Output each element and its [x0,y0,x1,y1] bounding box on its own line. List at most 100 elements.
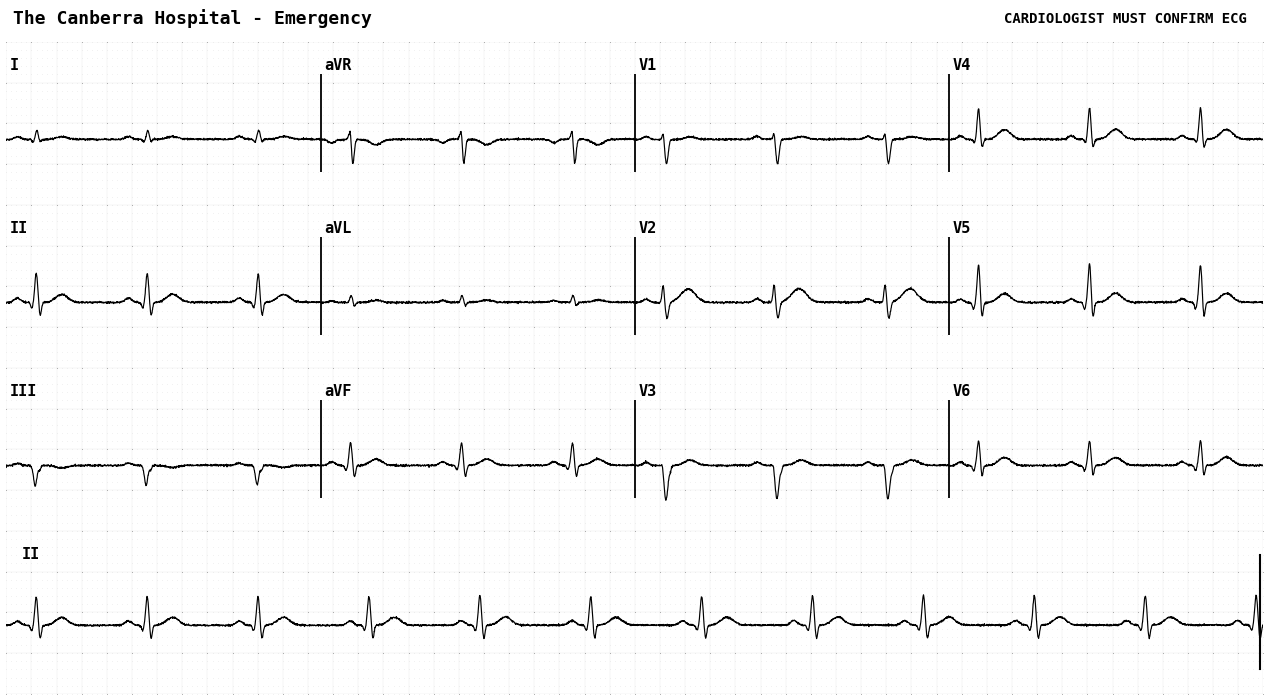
Point [187,362,208,373]
Point [298,647,318,658]
Point [1243,45,1263,56]
Point [287,574,308,585]
Point [544,322,565,333]
Point [886,656,906,667]
Point [665,256,685,267]
Point [625,102,646,113]
Point [233,419,253,430]
Point [203,419,223,430]
Point [47,476,67,487]
Point [730,232,751,243]
Point [639,232,660,243]
Point [810,640,830,651]
Point [267,525,287,537]
Point [363,306,384,317]
Point [1118,85,1138,96]
Point [665,436,685,447]
Point [343,615,363,626]
Point [881,273,901,284]
Point [399,256,419,267]
Point [1153,566,1174,577]
Point [111,93,132,104]
Point [917,403,937,414]
Point [927,289,947,300]
Point [1123,313,1143,324]
Point [32,615,52,626]
Point [605,411,625,422]
Point [313,395,333,406]
Point [333,403,353,414]
Point [414,199,434,210]
Point [861,566,881,577]
Point [901,550,922,561]
Point [16,150,37,161]
Point [363,436,384,447]
Point [292,61,313,72]
Point [1248,45,1266,56]
Point [494,615,514,626]
Point [328,452,348,463]
Point [539,77,560,88]
Point [11,142,32,153]
Point [1057,85,1077,96]
Point [157,419,177,430]
Point [805,45,825,56]
Point [0,379,16,390]
Point [91,159,111,170]
Point [1143,387,1163,398]
Point [861,640,881,651]
Point [62,322,82,333]
Point [1188,427,1208,438]
Point [1006,525,1027,537]
Point [891,85,912,96]
Point [1027,118,1047,129]
Point [1072,566,1093,577]
Point [786,656,806,667]
Point [167,109,187,120]
Point [27,223,47,235]
Point [248,583,268,594]
Point [927,297,947,308]
Point [389,159,409,170]
Point [514,109,534,120]
Point [977,370,998,381]
Point [47,69,67,80]
Point [962,69,982,80]
Point [177,159,197,170]
Point [575,362,595,373]
Point [665,476,685,487]
Point [1082,159,1103,170]
Point [886,232,906,243]
Point [957,191,977,203]
Point [1062,36,1082,47]
Point [665,346,685,357]
Point [363,533,384,544]
Point [810,379,830,390]
Point [213,166,233,177]
Point [1077,362,1098,373]
Point [620,85,641,96]
Point [1067,77,1087,88]
Point [62,118,82,129]
Point [1,379,22,390]
Point [248,680,268,691]
Point [1218,631,1238,642]
Point [1133,191,1153,203]
Point [1082,680,1103,691]
Point [1123,142,1143,153]
Point [851,444,871,455]
Point [77,134,97,145]
Point [82,183,103,194]
Point [1193,322,1213,333]
Point [111,452,132,463]
Point [982,85,1003,96]
Point [1093,501,1113,512]
Point [1128,45,1148,56]
Point [690,126,710,137]
Point [1052,590,1072,601]
Point [715,166,736,177]
Point [152,647,172,658]
Point [494,109,514,120]
Point [343,248,363,260]
Point [1228,427,1248,438]
